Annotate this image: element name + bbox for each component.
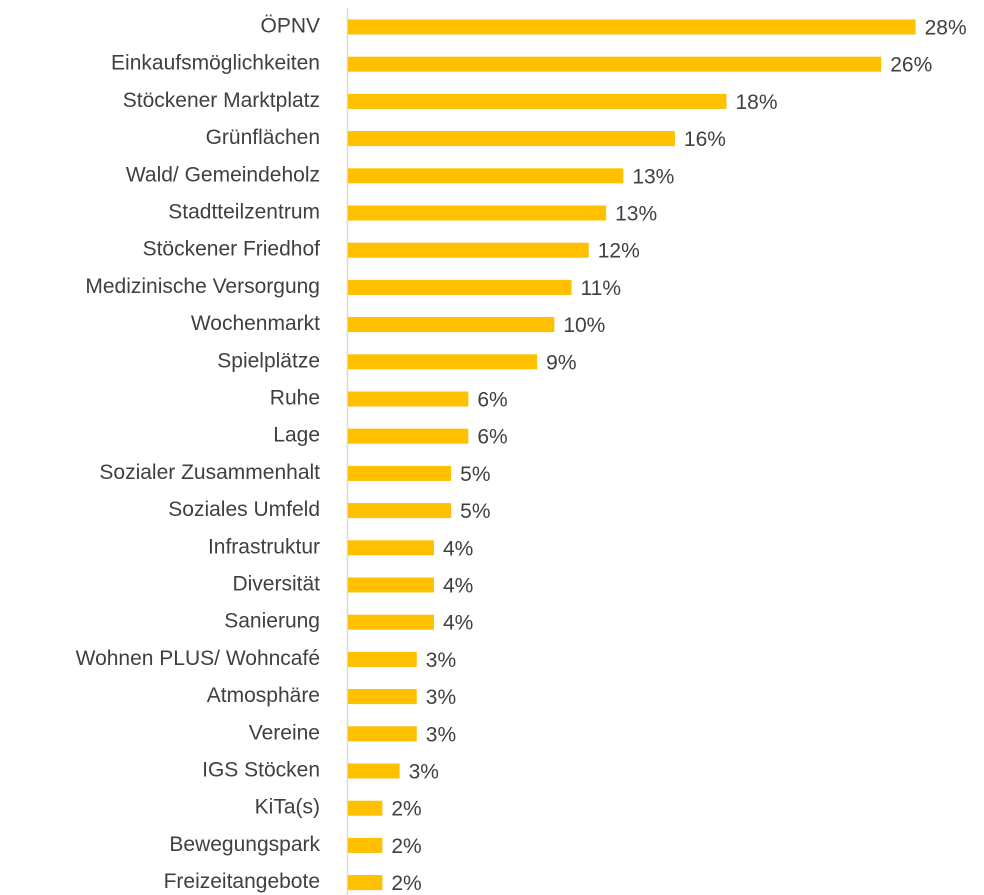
category-label: Wald/ Gemeindeholz bbox=[126, 163, 320, 186]
value-label: 12% bbox=[598, 240, 640, 263]
value-label: 3% bbox=[409, 761, 439, 784]
category-label: Sozialer Zusammenhalt bbox=[99, 461, 320, 484]
bar bbox=[348, 689, 417, 705]
bar bbox=[348, 19, 916, 35]
category-label: Wochenmarkt bbox=[191, 312, 320, 335]
category-label: Ruhe bbox=[270, 387, 320, 410]
value-label: 3% bbox=[426, 649, 456, 672]
bar bbox=[348, 614, 434, 630]
value-label: 2% bbox=[391, 798, 421, 821]
value-label: 10% bbox=[563, 314, 605, 337]
bar bbox=[348, 651, 417, 667]
category-label: Stöckener Friedhof bbox=[143, 238, 321, 261]
category-label: Stadtteilzentrum bbox=[168, 201, 320, 224]
category-label: Medizinische Versorgung bbox=[85, 275, 320, 298]
value-label: 3% bbox=[426, 723, 456, 746]
bar bbox=[348, 56, 882, 72]
bar bbox=[348, 428, 469, 444]
bar bbox=[348, 279, 572, 295]
category-label: Grünflächen bbox=[206, 126, 320, 149]
value-label: 4% bbox=[443, 575, 473, 598]
bar bbox=[348, 503, 452, 519]
category-label: KiTa(s) bbox=[255, 796, 320, 819]
category-label: Einkaufsmöglichkeiten bbox=[111, 52, 320, 75]
category-label: Soziales Umfeld bbox=[168, 498, 320, 521]
value-label: 28% bbox=[925, 17, 967, 40]
bar bbox=[348, 205, 607, 221]
category-label: Stöckener Marktplatz bbox=[123, 89, 320, 112]
value-label: 5% bbox=[460, 463, 490, 486]
category-label: Vereine bbox=[249, 721, 320, 744]
value-label: 4% bbox=[443, 612, 473, 635]
category-label: Wohnen PLUS/ Wohncafé bbox=[76, 647, 320, 670]
value-label: 18% bbox=[735, 91, 777, 114]
bar bbox=[348, 168, 624, 184]
value-label: 5% bbox=[460, 500, 490, 523]
bar bbox=[348, 800, 383, 816]
bar bbox=[348, 763, 400, 779]
value-label: 26% bbox=[890, 54, 932, 77]
category-label: Bewegungspark bbox=[169, 833, 320, 856]
bar bbox=[348, 242, 589, 258]
value-label: 9% bbox=[546, 351, 576, 374]
value-label: 13% bbox=[615, 203, 657, 226]
value-label: 6% bbox=[477, 389, 507, 412]
bar bbox=[348, 391, 469, 407]
bar bbox=[348, 837, 383, 853]
bar bbox=[348, 540, 434, 556]
category-label: Infrastruktur bbox=[208, 535, 320, 558]
bar bbox=[348, 875, 383, 891]
value-label: 3% bbox=[426, 686, 456, 709]
category-label: Atmosphäre bbox=[207, 684, 320, 707]
value-label: 16% bbox=[684, 128, 726, 151]
value-label: 4% bbox=[443, 537, 473, 560]
bar bbox=[348, 465, 452, 481]
value-label: 13% bbox=[632, 165, 674, 188]
category-label: Sanierung bbox=[224, 610, 320, 633]
category-label: Lage bbox=[273, 424, 320, 447]
bar bbox=[348, 577, 434, 593]
bar bbox=[348, 354, 538, 370]
category-label: ÖPNV bbox=[260, 15, 320, 38]
bar bbox=[348, 131, 675, 147]
value-label: 2% bbox=[391, 835, 421, 858]
value-label: 2% bbox=[391, 872, 421, 895]
category-label: Spielplätze bbox=[217, 349, 320, 372]
bar bbox=[348, 726, 417, 742]
bar bbox=[348, 317, 555, 333]
category-label: IGS Stöcken bbox=[202, 759, 320, 782]
value-label: 11% bbox=[581, 277, 621, 300]
bar bbox=[348, 93, 727, 109]
value-label: 6% bbox=[477, 426, 507, 449]
category-label: Diversität bbox=[232, 573, 320, 596]
category-label: Freizeitangebote bbox=[164, 870, 320, 893]
